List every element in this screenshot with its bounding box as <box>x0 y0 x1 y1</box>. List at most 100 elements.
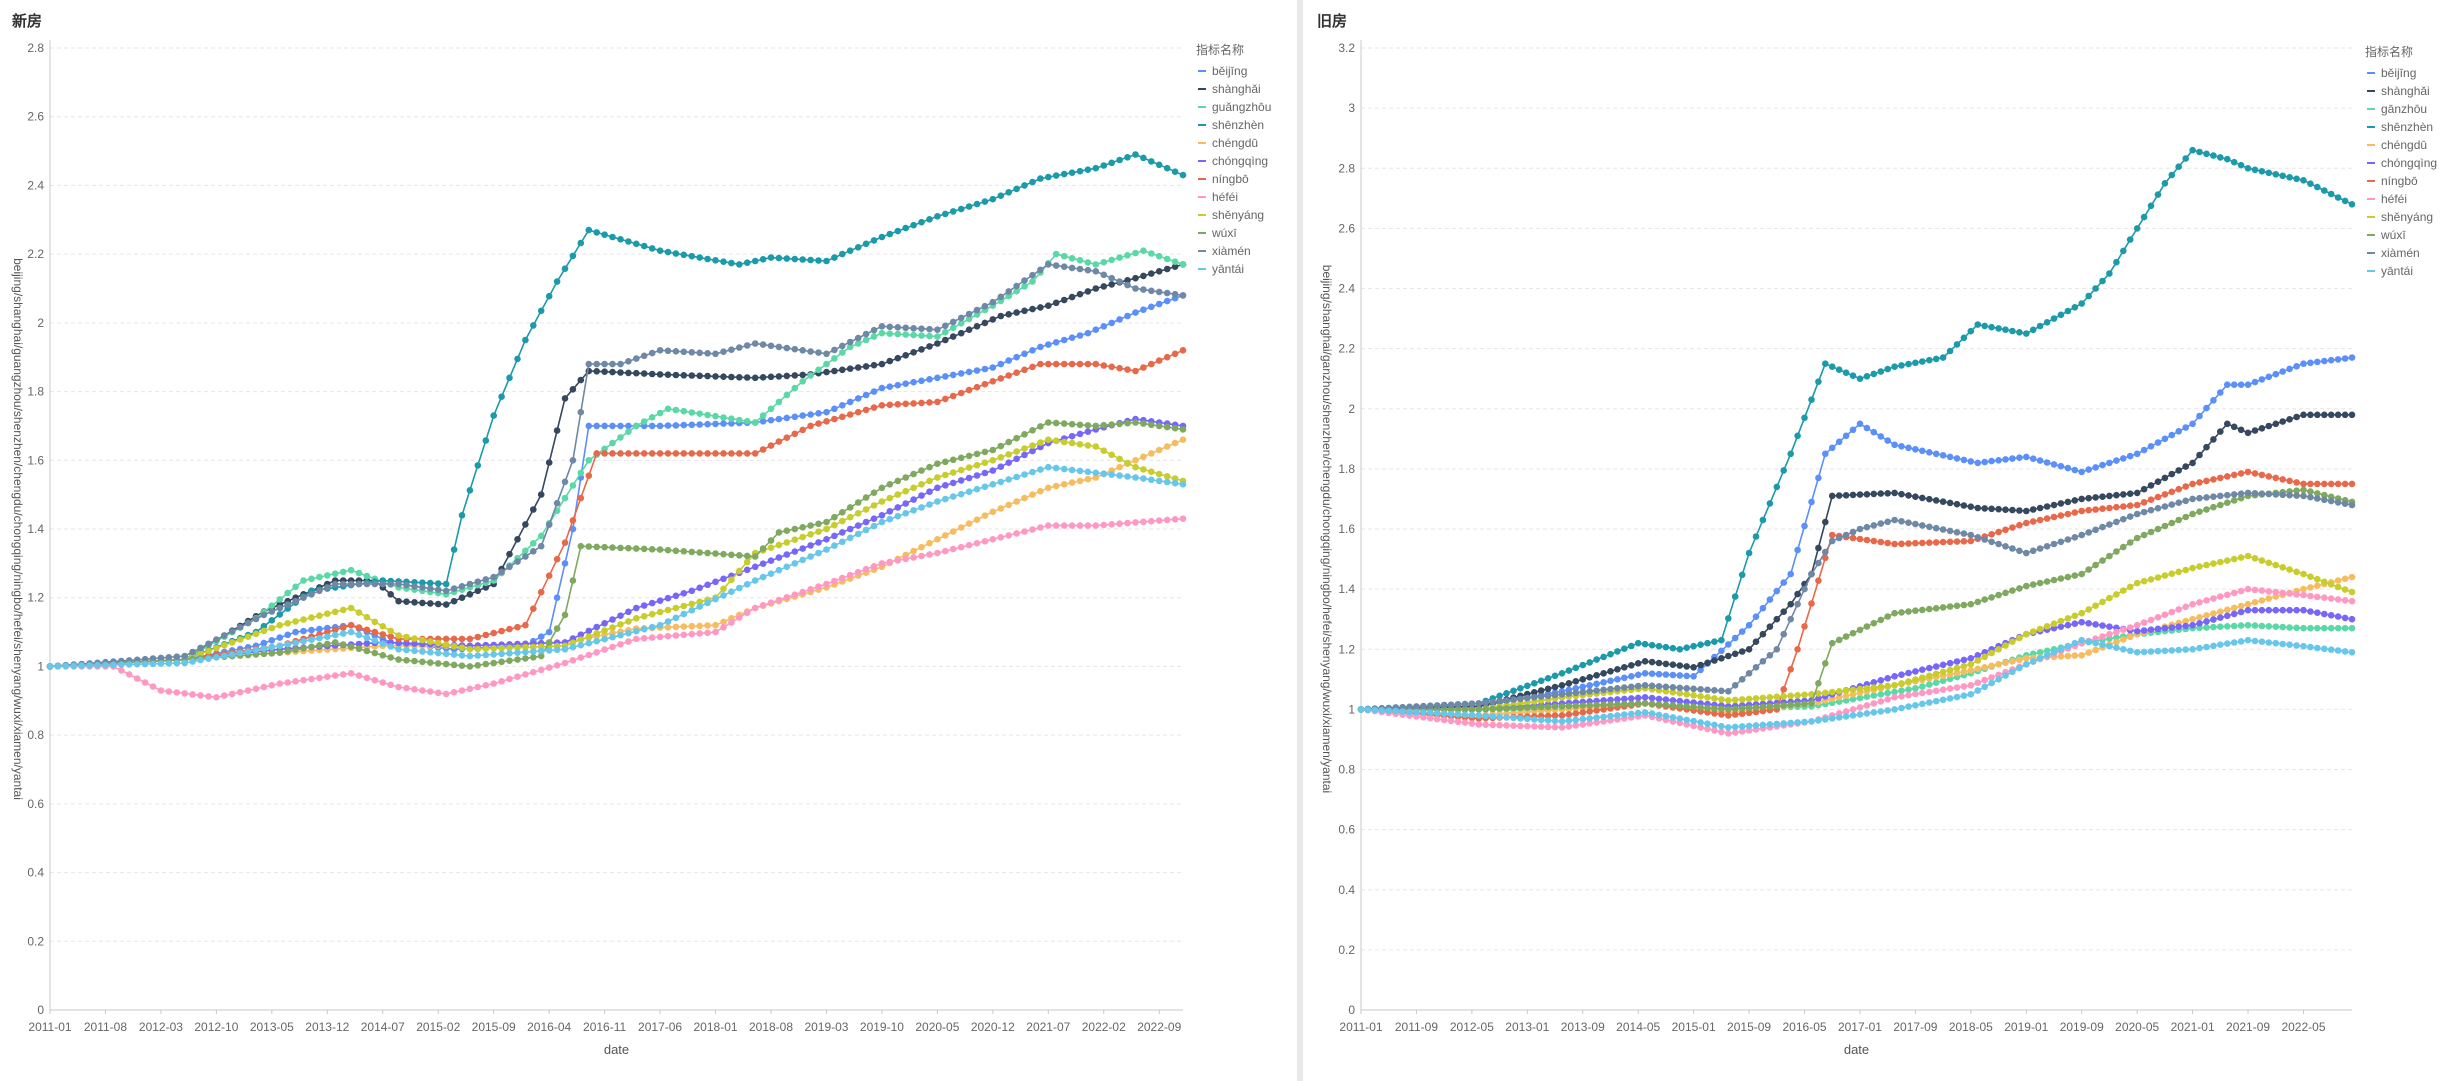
data-point[interactable] <box>1905 519 1912 526</box>
data-point[interactable] <box>633 545 640 552</box>
data-point[interactable] <box>2154 525 2162 533</box>
data-point[interactable] <box>1919 689 1926 697</box>
data-point[interactable] <box>965 368 973 376</box>
data-point[interactable] <box>1108 159 1115 167</box>
data-point[interactable] <box>228 628 236 635</box>
data-point[interactable] <box>1849 712 1857 719</box>
data-point[interactable] <box>1021 445 1028 452</box>
data-point[interactable] <box>1759 516 1767 524</box>
data-point[interactable] <box>1052 339 1060 346</box>
data-point[interactable] <box>2154 647 2162 655</box>
data-point[interactable] <box>640 352 648 360</box>
data-point[interactable] <box>1898 362 1905 369</box>
series-line[interactable] <box>49 153 1184 668</box>
data-point[interactable] <box>1100 447 1108 455</box>
data-point[interactable] <box>411 599 418 606</box>
data-point[interactable] <box>743 558 751 566</box>
data-point[interactable] <box>704 372 711 380</box>
data-point[interactable] <box>1891 363 1898 371</box>
data-point[interactable] <box>2016 507 2023 514</box>
data-point[interactable] <box>450 661 458 669</box>
data-point[interactable] <box>2064 536 2072 543</box>
data-point[interactable] <box>276 621 284 629</box>
data-point[interactable] <box>530 668 537 676</box>
data-point[interactable] <box>2092 526 2099 534</box>
data-point[interactable] <box>2265 169 2273 177</box>
data-point[interactable] <box>1759 630 1767 638</box>
data-point[interactable] <box>1029 347 1036 354</box>
data-point[interactable] <box>1510 696 1517 703</box>
data-point[interactable] <box>2057 617 2065 625</box>
data-point[interactable] <box>1100 271 1108 279</box>
data-point[interactable] <box>2286 566 2293 573</box>
data-point[interactable] <box>1863 623 1871 630</box>
data-point[interactable] <box>1399 708 1406 715</box>
data-point[interactable] <box>1932 355 1940 363</box>
data-point[interactable] <box>355 631 363 639</box>
data-point[interactable] <box>1676 690 1684 697</box>
data-point[interactable] <box>2237 381 2245 389</box>
data-point[interactable] <box>2168 570 2176 577</box>
data-point[interactable] <box>458 687 466 694</box>
data-point[interactable] <box>720 258 727 266</box>
data-point[interactable] <box>1060 465 1068 473</box>
data-point[interactable] <box>1711 710 1718 717</box>
data-point[interactable] <box>1787 701 1794 709</box>
data-point[interactable] <box>2307 359 2314 367</box>
data-point[interactable] <box>1828 688 1836 696</box>
data-point[interactable] <box>2175 485 2182 493</box>
data-point[interactable] <box>1447 706 1455 713</box>
data-point[interactable] <box>973 461 981 469</box>
data-point[interactable] <box>2113 548 2120 555</box>
data-point[interactable] <box>1932 679 1940 686</box>
data-point[interactable] <box>2189 420 2196 428</box>
data-point[interactable] <box>2182 483 2189 490</box>
data-point[interactable] <box>1496 705 1503 712</box>
data-point[interactable] <box>926 501 933 508</box>
data-point[interactable] <box>1364 706 1372 713</box>
data-point[interactable] <box>585 360 593 368</box>
data-point[interactable] <box>926 463 933 471</box>
series-line[interactable] <box>1360 588 2353 735</box>
data-point[interactable] <box>284 641 292 648</box>
data-point[interactable] <box>1988 679 1995 687</box>
series-9[interactable] <box>1357 486 2356 713</box>
data-point[interactable] <box>2126 583 2134 591</box>
data-point[interactable] <box>736 567 743 575</box>
data-point[interactable] <box>704 350 711 357</box>
data-point[interactable] <box>934 398 941 406</box>
data-point[interactable] <box>2099 641 2106 648</box>
data-point[interactable] <box>2307 480 2314 488</box>
data-point[interactable] <box>696 584 703 592</box>
data-point[interactable] <box>2314 582 2321 589</box>
data-point[interactable] <box>640 242 648 250</box>
data-point[interactable] <box>537 647 545 655</box>
data-point[interactable] <box>1718 636 1725 644</box>
data-point[interactable] <box>537 588 545 596</box>
data-point[interactable] <box>514 673 521 680</box>
data-point[interactable] <box>704 450 711 457</box>
data-point[interactable] <box>2272 623 2280 630</box>
data-point[interactable] <box>1946 527 1954 535</box>
series-7[interactable] <box>46 515 1187 701</box>
data-point[interactable] <box>450 651 458 658</box>
data-point[interactable] <box>862 391 870 399</box>
data-point[interactable] <box>648 634 656 641</box>
data-point[interactable] <box>1628 710 1635 718</box>
data-point[interactable] <box>2113 638 2120 646</box>
data-point[interactable] <box>2300 606 2307 614</box>
series-line[interactable] <box>50 517 1184 699</box>
data-point[interactable] <box>1531 694 1538 701</box>
data-point[interactable] <box>918 504 925 511</box>
data-point[interactable] <box>2029 455 2037 463</box>
data-point[interactable] <box>1100 470 1108 478</box>
data-point[interactable] <box>1100 362 1108 369</box>
data-point[interactable] <box>640 450 648 457</box>
data-point[interactable] <box>1787 450 1794 458</box>
data-point[interactable] <box>46 663 54 670</box>
data-point[interactable] <box>1877 368 1885 375</box>
data-point[interactable] <box>1029 178 1036 186</box>
data-point[interactable] <box>2210 623 2217 631</box>
data-point[interactable] <box>442 690 450 698</box>
data-point[interactable] <box>1669 689 1677 696</box>
